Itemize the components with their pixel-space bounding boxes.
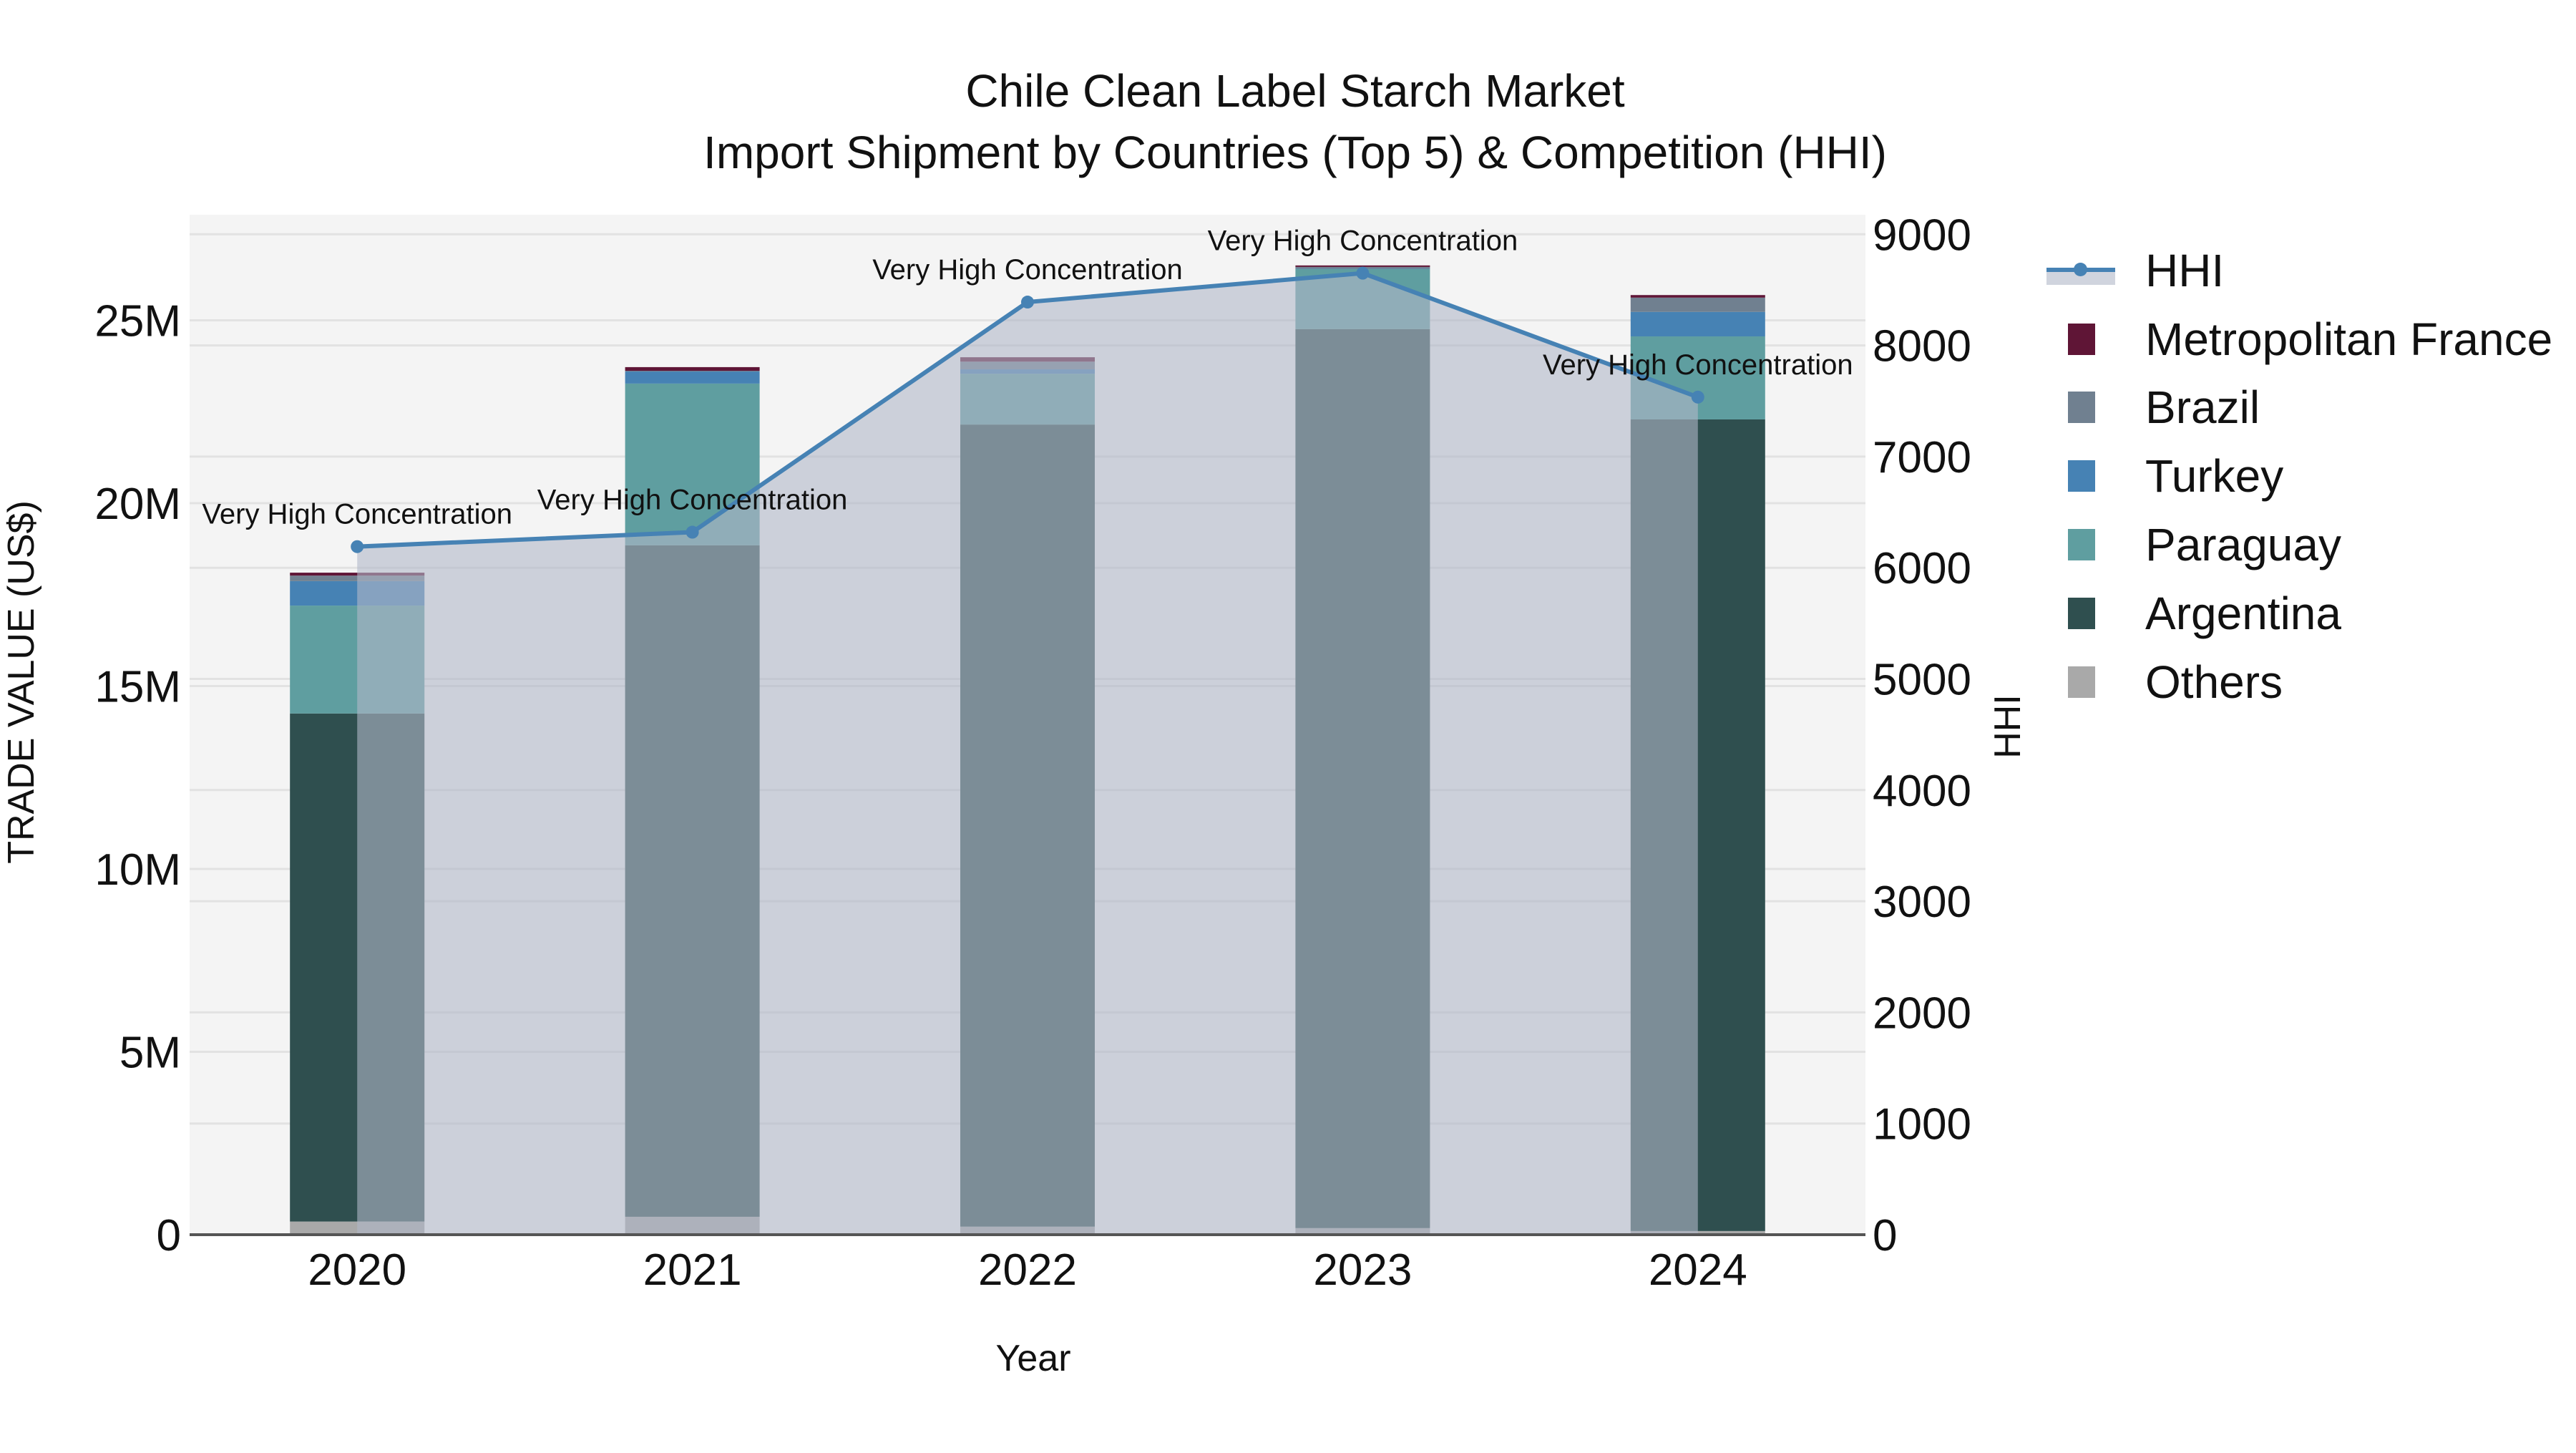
legend-label: Others	[2145, 656, 2283, 708]
hhi-marker[interactable]	[686, 525, 699, 539]
legend-item-hhi[interactable]: HHI	[2046, 236, 2552, 305]
hhi-marker[interactable]	[1356, 266, 1370, 280]
hhi-area	[357, 273, 1698, 1235]
legend: HHI Metropolitan France Brazil Turkey Pa…	[2046, 236, 2552, 716]
hhi-marker[interactable]	[1021, 296, 1034, 309]
y-tick-label-right: 6000	[1873, 544, 1971, 593]
bar-segment-brazil[interactable]	[1630, 297, 1765, 312]
hhi-marker[interactable]	[1691, 390, 1704, 404]
x-tick-label: 2024	[1649, 1245, 1747, 1295]
line-marker-icon	[2046, 256, 2115, 285]
y-tick-label-right: 4000	[1873, 767, 1971, 816]
legend-item-argentina[interactable]: Argentina	[2046, 579, 2552, 648]
color-swatch-icon	[2068, 323, 2095, 355]
y-tick-label-left: 25M	[94, 297, 181, 346]
legend-label: HHI	[2145, 244, 2225, 296]
hhi-marker[interactable]	[351, 540, 364, 553]
color-swatch-icon	[2068, 597, 2095, 629]
color-swatch-icon	[2068, 529, 2095, 561]
bar-segment-metropolitan-france[interactable]	[1630, 295, 1765, 298]
y-tick-label-left: 0	[157, 1211, 181, 1260]
legend-label: Brazil	[2145, 382, 2260, 434]
y-tick-label-right: 9000	[1873, 210, 1971, 260]
bar-segment-metropolitan-france[interactable]	[1295, 265, 1430, 267]
x-tick-label: 2022	[978, 1245, 1077, 1295]
color-swatch-icon	[2068, 392, 2095, 424]
y-tick-label-right: 8000	[1873, 322, 1971, 371]
chart-title: Chile Clean Label Starch Market	[965, 65, 1625, 117]
legend-label: Paraguay	[2145, 519, 2341, 571]
x-tick-label: 2020	[308, 1245, 406, 1295]
hhi-annotation: Very High Concentration	[1543, 349, 1853, 381]
y-tick-label-right: 3000	[1873, 878, 1971, 927]
legend-label: Argentina	[2145, 587, 2341, 639]
y-tick-label-left: 5M	[119, 1029, 181, 1078]
y-tick-label-left: 10M	[94, 845, 181, 895]
y-tick-label-right: 0	[1873, 1211, 1897, 1260]
y-axis-title-left: TRADE VALUE (US$)	[1, 500, 42, 864]
legend-item-metropolitan-france[interactable]: Metropolitan France	[2046, 305, 2552, 374]
legend-label: Metropolitan France	[2145, 313, 2553, 365]
hhi-annotation: Very High Concentration	[537, 485, 848, 516]
y-tick-label-right: 1000	[1873, 1100, 1971, 1150]
hhi-annotation: Very High Concentration	[202, 499, 512, 530]
x-axis-title: Year	[995, 1338, 1071, 1379]
hhi-annotation: Very High Concentration	[872, 254, 1183, 286]
chart-subtitle: Import Shipment by Countries (Top 5) & C…	[703, 127, 1887, 178]
legend-item-turkey[interactable]: Turkey	[2046, 442, 2552, 510]
color-swatch-icon	[2068, 666, 2095, 698]
bar-segment-turkey[interactable]	[625, 371, 760, 384]
color-swatch-icon	[2068, 460, 2095, 492]
legend-label: Turkey	[2145, 450, 2284, 502]
legend-item-paraguay[interactable]: Paraguay	[2046, 510, 2552, 579]
y-tick-label-right: 2000	[1873, 988, 1971, 1038]
bar-segment-turkey[interactable]	[1630, 311, 1765, 336]
y-tick-label-left: 15M	[94, 663, 181, 712]
x-tick-label: 2023	[1313, 1245, 1412, 1295]
hhi-annotation: Very High Concentration	[1208, 225, 1518, 257]
y-tick-label-left: 20M	[94, 480, 181, 529]
y-axis-title-right: HHI	[1987, 694, 2029, 759]
x-tick-label: 2021	[643, 1245, 742, 1295]
legend-item-others[interactable]: Others	[2046, 648, 2552, 716]
y-tick-label-right: 5000	[1873, 656, 1971, 705]
legend-item-brazil[interactable]: Brazil	[2046, 374, 2552, 442]
bar-segment-metropolitan-france[interactable]	[625, 366, 760, 371]
y-tick-label-right: 7000	[1873, 433, 1971, 482]
